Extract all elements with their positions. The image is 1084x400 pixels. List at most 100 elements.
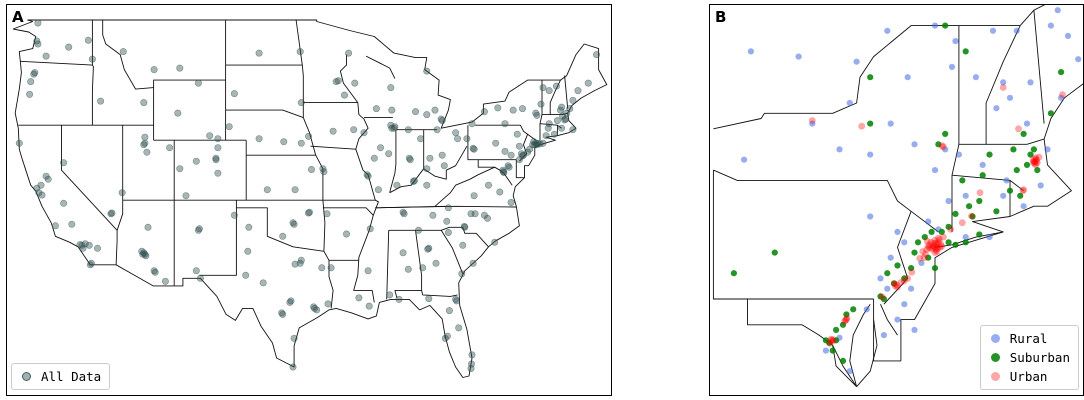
site-marker	[255, 135, 263, 143]
site-marker	[81, 240, 89, 248]
site-marker	[426, 154, 434, 162]
urban-site-marker	[1030, 156, 1037, 164]
site-marker	[452, 295, 460, 303]
site-marker	[297, 256, 305, 264]
site-marker	[214, 169, 222, 177]
state-border	[856, 319, 878, 387]
site-marker	[458, 270, 466, 278]
site-marker	[423, 67, 431, 75]
site-marker	[37, 181, 45, 189]
urban-site-marker	[841, 317, 849, 325]
suburban-site-marker	[962, 48, 969, 55]
rural-site-marker	[1000, 79, 1007, 86]
state-border	[747, 299, 857, 388]
site-marker	[423, 181, 431, 189]
suburban-site-marker	[850, 306, 857, 313]
site-marker	[304, 132, 312, 140]
site-marker	[468, 120, 476, 128]
site-marker	[212, 154, 220, 162]
urban-site-marker	[919, 248, 927, 255]
legend-entry-suburban: Suburban	[987, 348, 1070, 367]
site-marker	[494, 104, 502, 112]
suburban-site-marker	[969, 213, 976, 220]
urban-site-marker	[829, 337, 836, 345]
site-marker	[542, 132, 550, 140]
rural-site-marker	[989, 27, 997, 34]
site-marker	[552, 82, 560, 90]
rural-site-marker	[1027, 79, 1034, 86]
site-marker	[463, 135, 471, 143]
state-border	[375, 205, 447, 209]
site-marker	[68, 220, 76, 228]
urban-site-marker	[827, 335, 835, 343]
site-marker	[410, 177, 418, 185]
state-border	[467, 125, 517, 161]
panel-label-b: B	[715, 8, 727, 26]
site-marker	[431, 106, 439, 114]
state-border	[199, 200, 237, 276]
urban-site-marker	[1015, 125, 1022, 133]
rural-site-marker	[884, 285, 891, 292]
site-marker	[539, 84, 547, 92]
state-border	[434, 166, 495, 207]
site-marker	[584, 79, 592, 87]
site-marker	[432, 259, 440, 267]
rural-site-marker	[942, 146, 949, 153]
site-marker	[454, 135, 462, 143]
site-marker	[459, 241, 467, 249]
rural-site-marker	[846, 368, 853, 375]
site-marker	[387, 121, 395, 129]
site-marker	[545, 120, 553, 128]
urban-site-marker	[933, 248, 941, 255]
site-marker	[230, 90, 238, 98]
site-marker	[566, 105, 574, 113]
site-marker	[34, 19, 42, 27]
state-border	[880, 304, 898, 336]
site-marker	[440, 162, 448, 170]
suburban-site-marker	[976, 231, 983, 238]
state-border	[440, 230, 464, 274]
site-marker	[480, 211, 488, 219]
urban-site-marker	[1032, 161, 1039, 169]
suburban-site-marker	[833, 326, 840, 333]
site-marker	[259, 279, 267, 287]
legend-label-all-data: All Data	[41, 369, 102, 384]
urban-site-marker	[1031, 159, 1038, 167]
urban-site-marker	[878, 293, 886, 301]
state-border	[20, 60, 93, 66]
rural-site-marker	[911, 326, 918, 333]
suburban-site-marker	[945, 239, 952, 246]
site-marker	[142, 252, 150, 260]
legend-marker-all-data	[22, 372, 31, 381]
site-marker	[327, 264, 335, 272]
rural-site-marker	[948, 63, 956, 70]
urban-site-marker	[999, 84, 1007, 91]
suburban-site-marker	[952, 241, 959, 248]
state-border	[365, 55, 396, 79]
rural-site-marker	[1037, 182, 1044, 189]
state-border	[91, 20, 94, 126]
suburban-site-marker	[938, 228, 945, 235]
site-marker	[291, 260, 299, 268]
state-border	[18, 79, 226, 126]
site-marker	[480, 108, 488, 116]
state-border	[102, 20, 154, 90]
urban-site-marker	[893, 281, 900, 288]
suburban-site-marker	[1006, 187, 1014, 194]
suburban-site-marker	[822, 337, 829, 344]
urban-site-marker	[826, 340, 834, 347]
rural-site-marker	[1044, 146, 1051, 153]
site-marker	[194, 79, 202, 87]
rural-site-marker	[795, 53, 802, 60]
site-marker	[404, 265, 412, 273]
legend-b: Rural Suburban Urban	[979, 325, 1079, 390]
urban-site-marker	[935, 238, 942, 246]
rural-site-marker	[901, 239, 908, 246]
suburban-site-marker	[945, 223, 952, 230]
urban-site-marker	[900, 277, 908, 285]
site-marker	[545, 87, 553, 95]
site-marker	[558, 103, 566, 111]
suburban-site-marker	[942, 22, 949, 29]
state-border	[712, 170, 874, 300]
site-marker	[399, 249, 407, 257]
